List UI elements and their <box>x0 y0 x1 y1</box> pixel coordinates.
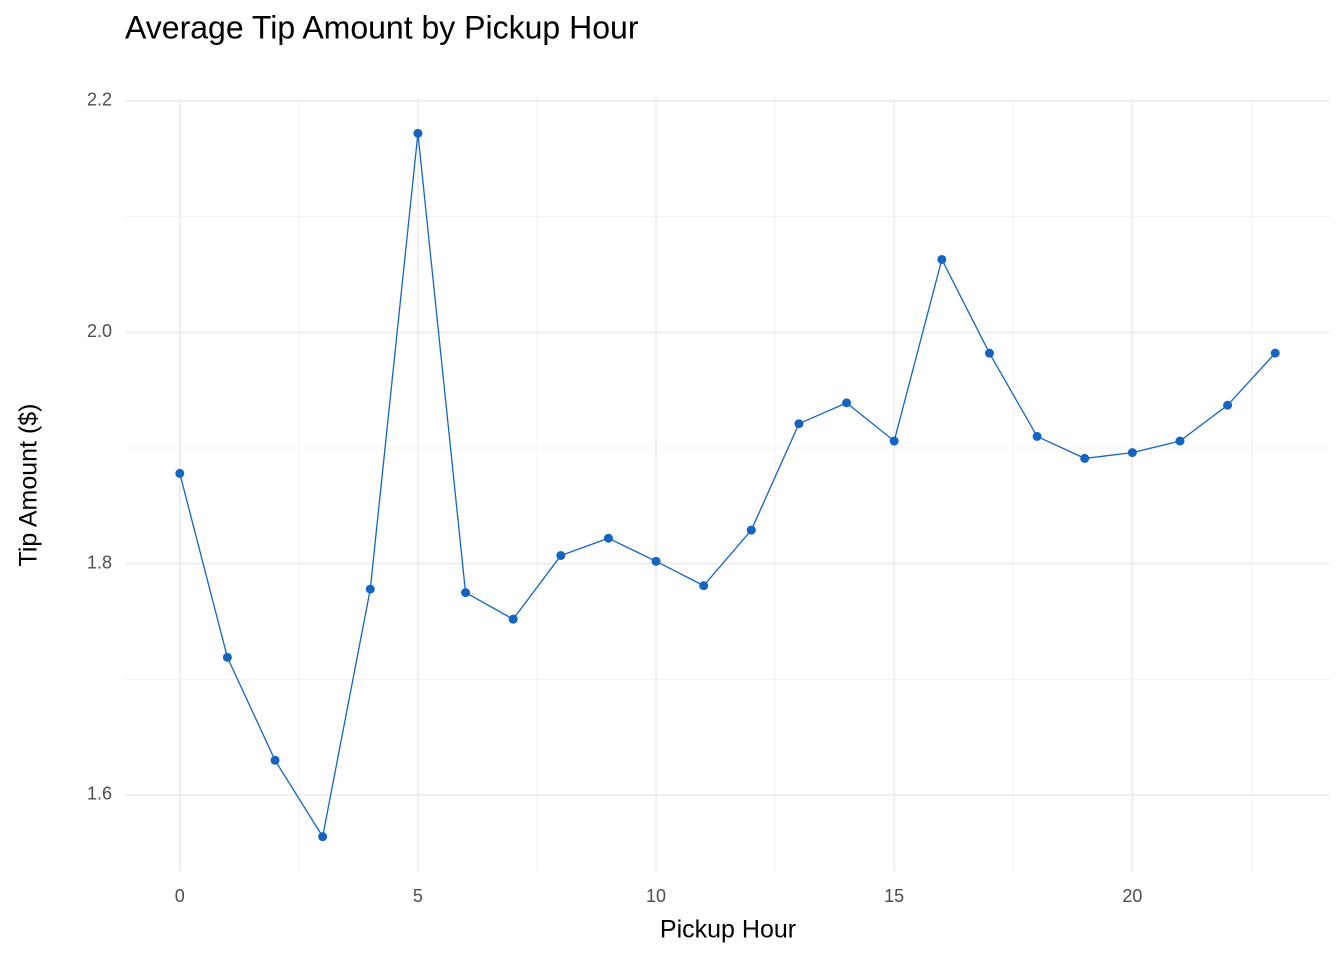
point <box>1127 448 1137 458</box>
point <box>175 468 185 478</box>
point <box>937 254 947 264</box>
point <box>984 348 994 358</box>
line <box>179 133 1276 839</box>
point <box>1270 348 1280 358</box>
point <box>603 533 613 543</box>
point <box>1032 431 1042 441</box>
point <box>699 581 709 591</box>
x-tick-label: 5 <box>413 886 423 906</box>
x-tick-label: 15 <box>884 886 904 906</box>
point <box>270 755 280 765</box>
point <box>842 398 852 408</box>
point <box>413 128 423 138</box>
x-tick-label: 0 <box>175 886 185 906</box>
point <box>461 588 471 598</box>
chart-title: Average Tip Amount by Pickup Hour <box>125 9 639 45</box>
y-tick-label: 2.2 <box>87 90 112 110</box>
point <box>508 614 518 624</box>
y-axis-title: Tip Amount ($) <box>15 403 43 566</box>
point <box>794 419 804 429</box>
point <box>1175 436 1185 446</box>
point <box>556 551 566 561</box>
x-tick-label: 20 <box>1122 886 1142 906</box>
point <box>1080 453 1090 463</box>
point <box>889 436 899 446</box>
point <box>318 832 328 842</box>
y-tick-label: 1.6 <box>87 784 112 804</box>
point <box>1223 400 1233 410</box>
y-tick-label: 1.8 <box>87 552 112 572</box>
point <box>222 652 232 662</box>
point <box>746 525 756 535</box>
point <box>651 556 661 566</box>
x-tick-label: 10 <box>646 886 666 906</box>
x-axis-title: Pickup Hour <box>660 916 796 944</box>
y-tick-label: 2.0 <box>87 321 112 341</box>
point <box>365 584 375 594</box>
